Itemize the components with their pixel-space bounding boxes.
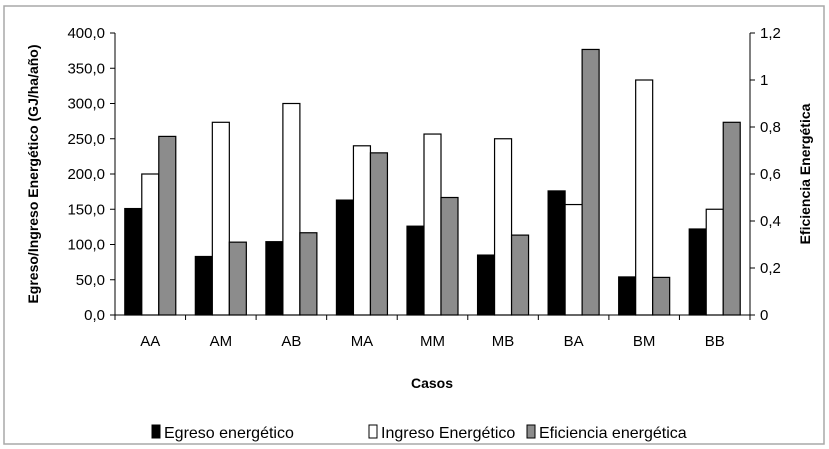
bar-ingreso-am [211,121,230,316]
bar-ingreso-bm [635,79,654,316]
bar-eficiencia-bb [722,121,741,316]
y-left-tick-label: 350,0 [67,60,105,77]
x-tick-label-ab: AB [281,333,301,350]
x-tick-label-aa: AA [140,333,160,350]
y-left-tick-label: 50,0 [76,272,105,289]
y-axis-left-title: Egreso/Ingreso Energético (GJ/ha/año) [25,44,41,303]
y-left-tick-label: 250,0 [67,131,105,148]
bar-egreso-ba [547,190,566,316]
legend-swatch-ingreso [368,424,378,439]
y-right-tick-label: 1 [760,72,768,89]
bar-egreso-mm [406,225,425,316]
x-tick-label-mb: MB [492,333,515,350]
bar-eficiencia-ma [369,152,389,316]
x-tick-label-ma: MA [351,333,374,350]
bars-layer [124,48,741,316]
bar-ingreso-mb [493,138,513,316]
y-right-tick-label: 0 [760,307,768,324]
bar-egreso-mb [476,254,496,316]
x-tick-label-bb: BB [705,333,725,350]
bar-ingreso-aa [141,173,160,316]
y-axis-right-title: Eficiencia Energética [797,103,813,244]
bar-eficiencia-am [228,241,247,316]
x-tick-label-mm: MM [420,333,445,350]
bar-ingreso-ab [282,102,301,316]
y-right-tick-label: 0,4 [760,213,781,230]
x-axis-title: Casos [411,375,453,391]
bar-ingreso-bb [705,208,724,316]
bar-ingreso-ba [564,203,583,316]
bar-egreso-ab [265,241,284,316]
y-right-tick-label: 0,6 [760,166,781,183]
legend-swatch-eficiencia [526,424,536,439]
bar-ingreso-mm [423,133,442,316]
legend: Egreso energético Ingreso Energético Efici… [151,424,687,442]
bar-egreso-am [194,255,213,316]
bar-egreso-bm [618,276,637,316]
legend-swatch-egreso [151,424,161,439]
bar-ingreso-ma [352,145,372,316]
bar-egreso-bb [688,228,707,316]
y-right-tick-label: 1,2 [760,25,781,42]
y-left-tick-label: 0,0 [84,307,105,324]
ticks-layer: 0,0 50,0 100,0 150,0 200,0 250,0 300,0 350,0 400… [67,25,780,350]
y-left-tick-label: 300,0 [67,96,105,113]
bar-eficiencia-mb [510,234,530,316]
y-left-tick-label: 400,0 [67,25,105,42]
bar-egreso-ma [335,199,355,316]
legend-label-eficiencia: Eficiencia energética [539,425,687,442]
y-left-tick-label: 200,0 [67,166,105,183]
bar-eficiencia-bm [652,276,671,316]
bar-eficiencia-aa [158,135,177,316]
y-right-tick-label: 0,8 [760,119,781,136]
x-tick-label-bm: BM [633,333,656,350]
bar-eficiencia-mm [440,196,459,316]
bar-eficiencia-ab [299,232,318,316]
y-left-tick-label: 100,0 [67,237,105,254]
legend-label-ingreso: Ingreso Energético [381,425,515,442]
x-tick-label-am: AM [210,333,233,350]
y-left-tick-label: 150,0 [67,201,105,218]
legend-label-egreso: Egreso energético [164,425,294,442]
y-right-tick-label: 0,2 [760,260,781,277]
bar-egreso-aa [124,207,143,316]
bar-eficiencia-ba [581,48,600,316]
x-tick-label-ba: BA [564,333,584,350]
